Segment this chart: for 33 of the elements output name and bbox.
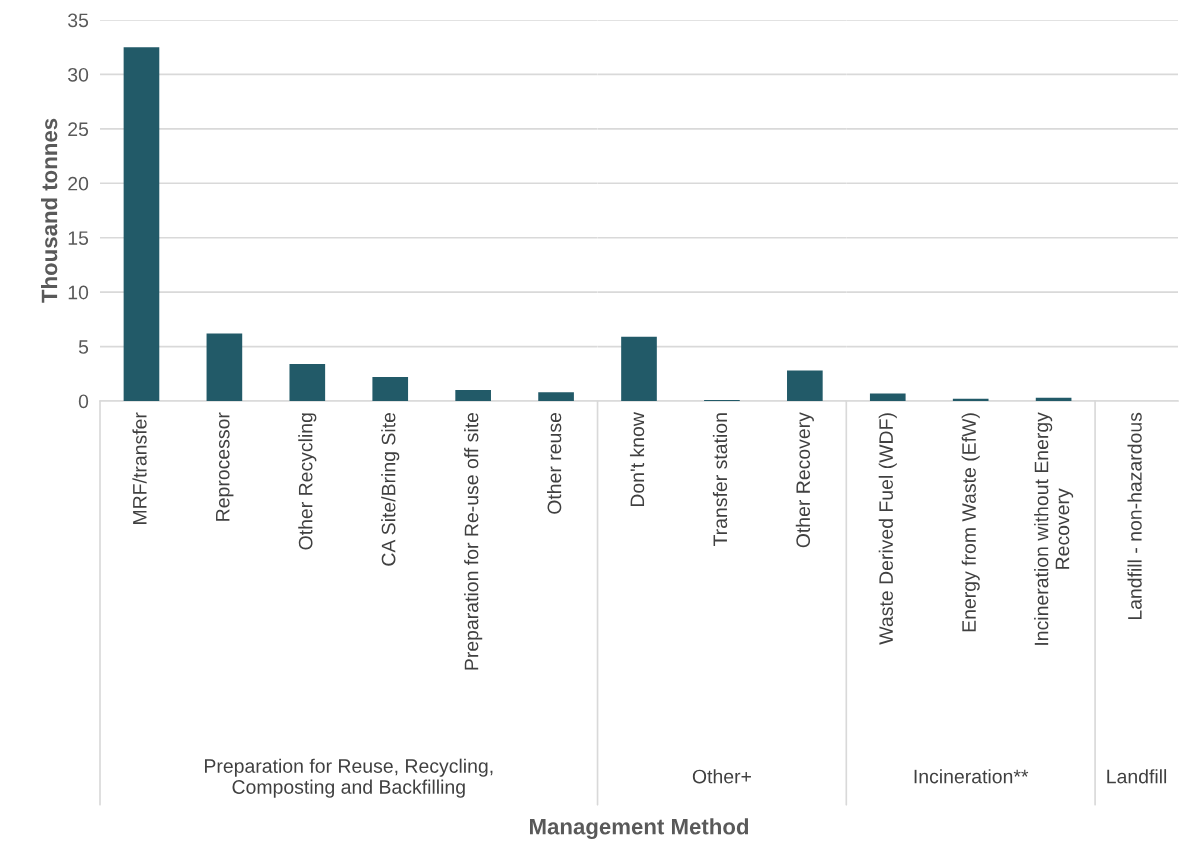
bar (455, 390, 491, 401)
y-tick-label: 0 (78, 394, 89, 409)
y-tick-label: 25 (68, 122, 89, 137)
x-axis-title: Landfill (1107, 769, 1167, 784)
x-tick-label: Energy from Waste (EfW) (961, 413, 980, 632)
y-tick-label: 20 (68, 176, 89, 191)
x-tick-label: CA Site/Bring Site (381, 412, 400, 566)
x-tick-label: Other Recovery (795, 412, 814, 548)
x-tick-label: Incineration without Energy Recovery (1034, 412, 1074, 645)
bar (289, 363, 326, 401)
x-tick-label: Landfill - non-hazardous (1127, 412, 1142, 620)
y-tick-label: 5 (78, 340, 89, 354)
x-tick-label: Waste Derived Fuel (WDF) (878, 413, 897, 645)
bar (206, 333, 243, 401)
x-tick-label: Reprocessor (216, 412, 234, 521)
bar (538, 392, 574, 401)
y-tick-label: 35 (68, 13, 89, 28)
y-tick-label: 10 (68, 285, 89, 300)
text: Management Method (530, 818, 749, 839)
x-axis-title: Incineration** (914, 769, 1029, 784)
bar (372, 377, 409, 401)
x-tick-label: Other Recycling (298, 413, 317, 550)
x-tick-label: Transfer station (712, 413, 728, 547)
x-axis-title: Other+ (692, 769, 751, 784)
y-tick-label: 30 (68, 67, 89, 82)
y-axis-title: Thousand tonnes (40, 118, 58, 303)
x-tick-label: Don't know (629, 412, 645, 507)
bar (123, 47, 160, 401)
x-tick-label: Preparation for Re-use off site (464, 412, 483, 670)
x-axis-title: Preparation for Reuse, Recycling, Composting and Backfilling (205, 758, 493, 798)
x-tick-label: Other reuse (547, 412, 562, 514)
x-tick-label: MRF/transfer (132, 412, 147, 524)
y-tick-label: 15 (68, 231, 89, 245)
